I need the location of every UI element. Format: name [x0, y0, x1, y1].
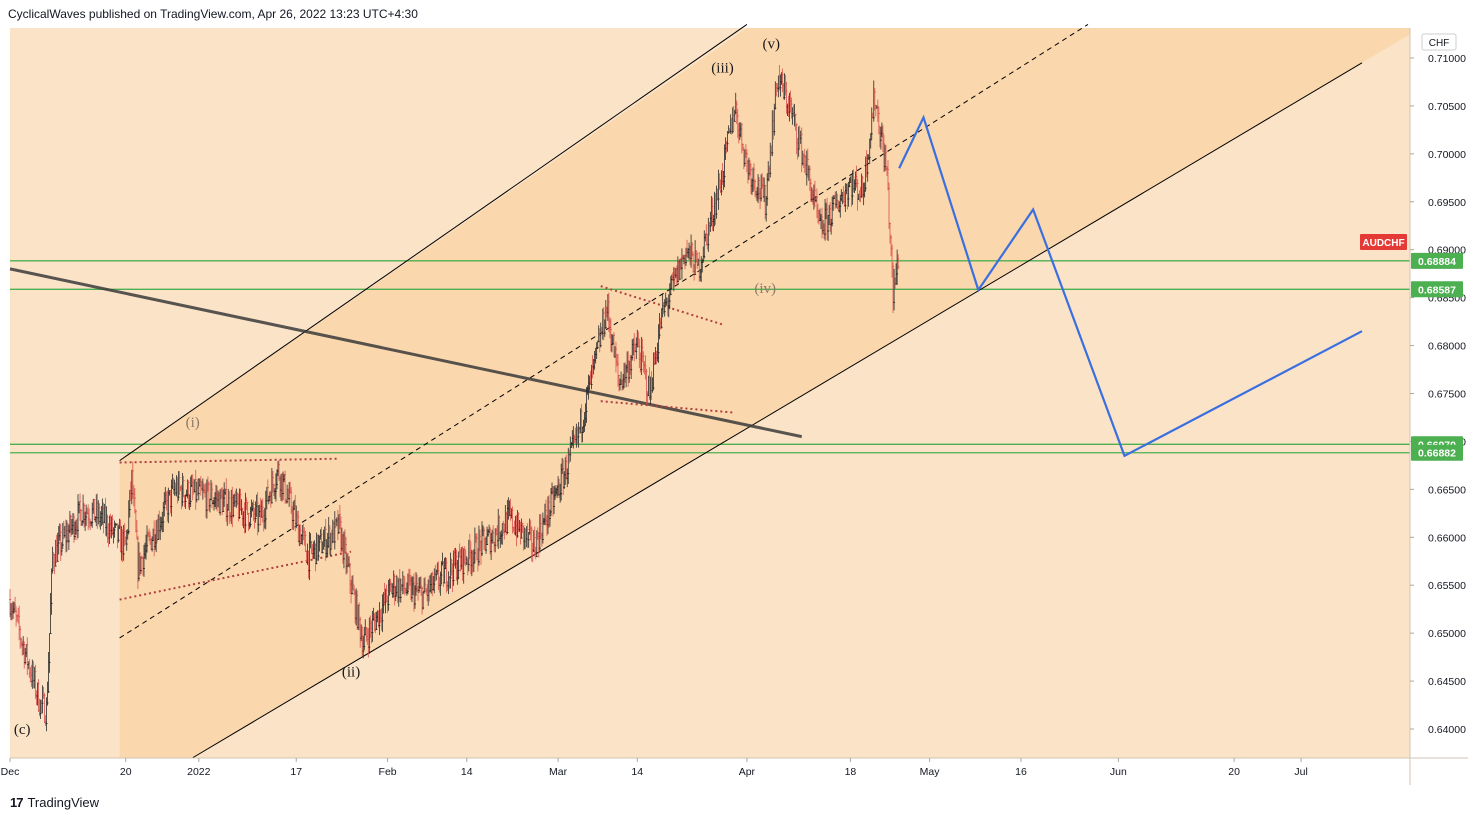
level-badge [1411, 281, 1463, 298]
currency-label-box [1421, 33, 1457, 51]
price-tick-label: 0.65000 [1428, 628, 1466, 640]
support-levels [10, 260, 1410, 454]
price-tick-label: 0.70500 [1428, 101, 1466, 113]
time-tick-label: 16 [1015, 766, 1027, 778]
price-tick-label: 0.67500 [1428, 389, 1466, 401]
wave-label: (iv) [754, 281, 776, 297]
time-tick-label: 18 [845, 766, 857, 778]
time-tick-label: Apr [739, 766, 756, 778]
time-tick-label: May [920, 766, 941, 778]
time-tick-label: 14 [631, 766, 643, 778]
price-tick-label: 0.68000 [1428, 341, 1466, 353]
time-axis: Dec 20 2022 17 Feb 14 Mar 14 Apr 18 May 16 Jun 20 Jul [1, 758, 1308, 778]
trend-line [9, 267, 803, 439]
level-badge-label: 0.68884 [1418, 256, 1456, 268]
projection-path [898, 114, 1363, 458]
price-tick-label: 0.71000 [1428, 53, 1466, 65]
level-badge-label: 0.68587 [1418, 284, 1456, 296]
brand-text: TradingView [27, 795, 100, 810]
time-tick-label: Feb [379, 766, 397, 778]
wave-label: (ii) [342, 664, 360, 680]
wave-label: (c) [14, 722, 31, 738]
price-axis: 0.710000.705000.700000.695000.690000.685… [1410, 53, 1466, 736]
price-tick-label: 0.66000 [1428, 532, 1466, 544]
time-tick-label: Jul [1294, 766, 1307, 778]
price-tick-label: 0.65500 [1428, 580, 1466, 592]
time-tick-label: Dec [1, 766, 20, 778]
price-tick-label: 0.70000 [1428, 149, 1466, 161]
wave-label: (v) [763, 36, 781, 52]
trend-line [192, 62, 1363, 759]
wave-label: (iii) [711, 60, 734, 76]
price-tick-label: 0.64000 [1428, 724, 1466, 736]
price-tick-label: 0.64500 [1428, 676, 1466, 688]
symbol-badge [1360, 234, 1407, 250]
time-tick-label: 2022 [187, 766, 211, 778]
price-tick-label: 0.66500 [1428, 484, 1466, 496]
level-badge-label: 0.66882 [1418, 448, 1456, 460]
candles [9, 64, 900, 732]
currency-label: CHF [1429, 38, 1450, 49]
trend-line [119, 24, 748, 462]
trend-line [119, 457, 339, 464]
trend-line [600, 285, 723, 326]
trend-lines [9, 24, 1363, 759]
trend-line [119, 550, 352, 601]
projection [898, 114, 1363, 458]
time-tick-label: Mar [549, 766, 568, 778]
time-tick-label: 17 [290, 766, 302, 778]
time-tick-label: Jun [1110, 766, 1127, 778]
price-tick-label: 0.69500 [1428, 197, 1466, 209]
level-badge [1411, 444, 1463, 461]
wave-label: (i) [186, 415, 200, 431]
wave-labels: (c) (i) (ii) (iii) (iv) (v) [14, 36, 780, 737]
time-tick-label: 14 [461, 766, 473, 778]
symbol-badge-label: AUDCHF [1362, 238, 1404, 249]
publish-header: CyclicalWaves published on TradingView.c… [8, 7, 418, 21]
brand-footer[interactable]: 17 TradingView [10, 795, 99, 810]
level-badge [1411, 252, 1463, 269]
time-tick-label: 20 [120, 766, 132, 778]
time-tick-label: 20 [1228, 766, 1240, 778]
price-chart[interactable]: (c) (i) (ii) (iii) (iv) (v) 0.71000 0.70500 0.7… [0, 0, 1478, 790]
channel-fill [119, 28, 1411, 758]
tradingview-logo-icon: 17 [10, 795, 24, 810]
